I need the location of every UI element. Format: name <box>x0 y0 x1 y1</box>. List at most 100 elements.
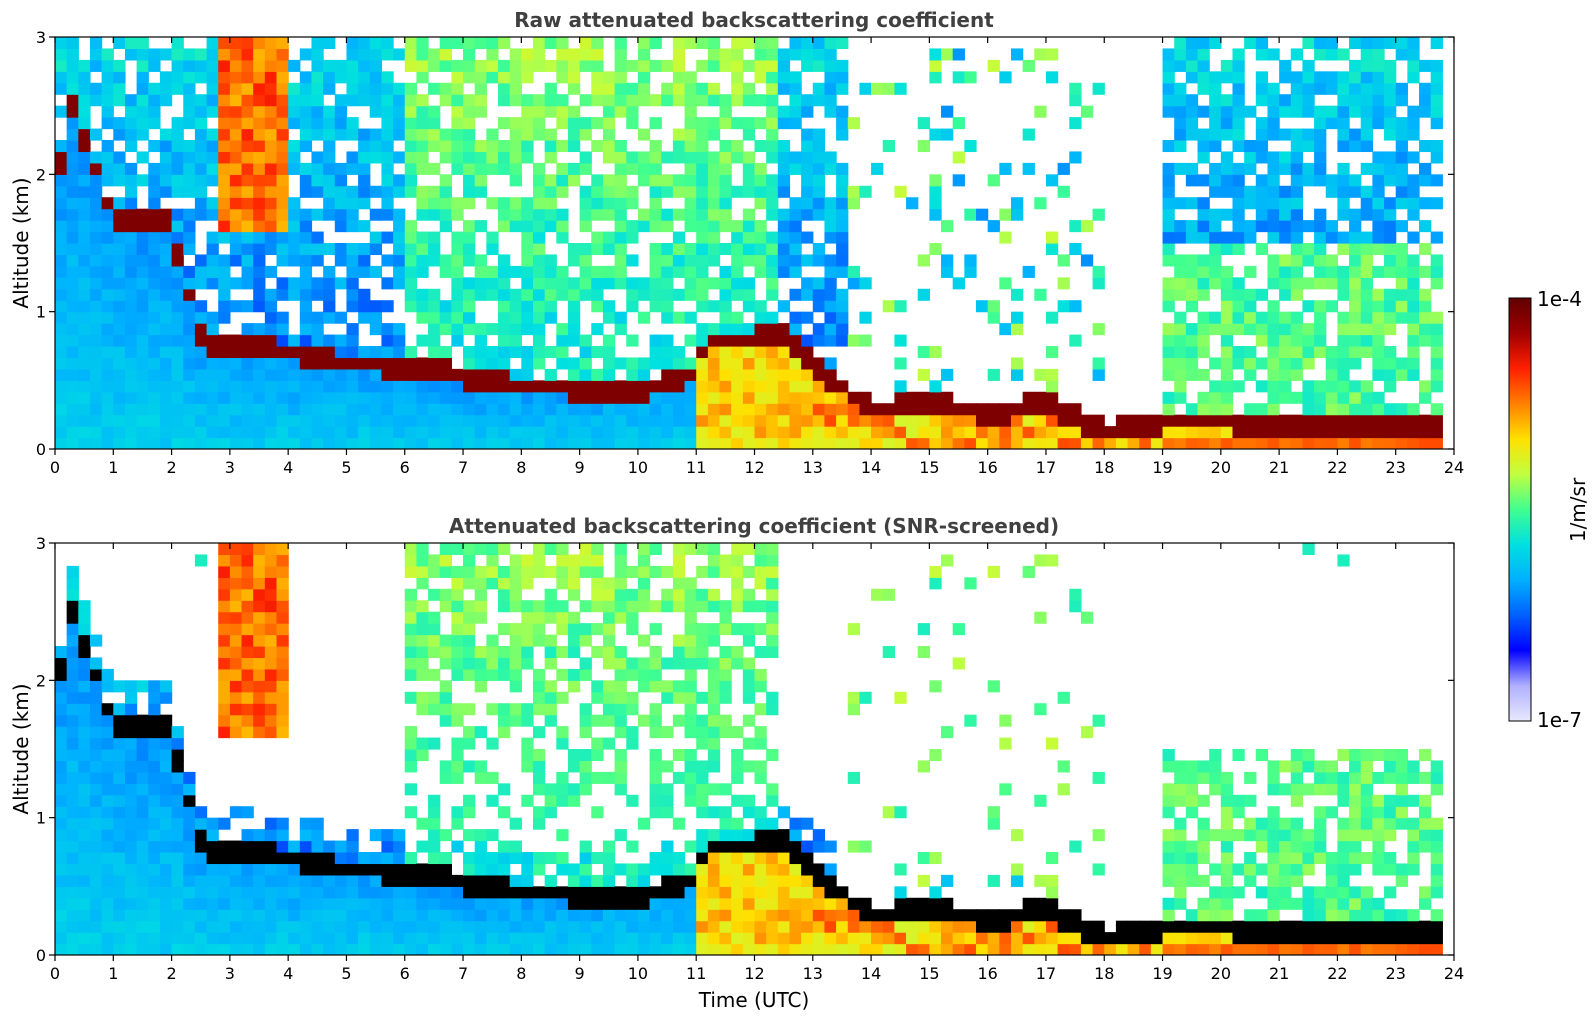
heatmap-cell <box>159 829 173 842</box>
heatmap-cell <box>439 714 452 727</box>
heatmap-cell <box>218 657 231 670</box>
heatmap-cell <box>124 909 138 922</box>
heatmap-cell <box>241 886 254 899</box>
heatmap-cell <box>1232 277 1245 290</box>
heatmap-cell <box>1174 346 1187 359</box>
heatmap-cell <box>1337 48 1350 61</box>
heatmap-cell <box>451 37 464 50</box>
heatmap-cell <box>917 414 930 427</box>
heatmap-cell <box>1430 852 1443 865</box>
heatmap-cell <box>183 323 196 336</box>
heatmap-cell <box>882 414 895 427</box>
heatmap-cell <box>428 554 441 567</box>
heatmap-cell <box>1302 346 1315 359</box>
heatmap-cell <box>498 897 511 910</box>
heatmap-cell <box>404 554 418 567</box>
heatmap-cell <box>124 277 138 290</box>
heatmap-cell <box>579 749 592 762</box>
heatmap-cell <box>1279 943 1292 955</box>
heatmap-cell <box>113 771 126 784</box>
heatmap-cell <box>882 920 895 933</box>
heatmap-cell <box>742 288 756 301</box>
heatmap-cell <box>183 243 196 256</box>
heatmap-cell <box>719 151 732 164</box>
heatmap-cell <box>941 220 954 233</box>
heatmap-cell <box>509 703 522 716</box>
heatmap-cell <box>439 932 452 945</box>
heatmap-cell <box>1267 817 1280 830</box>
heatmap-cell <box>101 311 114 324</box>
heatmap-cell <box>101 140 114 153</box>
heatmap-cell <box>637 59 651 72</box>
heatmap-cell <box>661 840 674 853</box>
heatmap-cell <box>1010 48 1024 61</box>
heatmap-cell <box>1220 943 1234 955</box>
heatmap-cell <box>264 368 278 381</box>
heatmap-cell <box>532 37 546 50</box>
heatmap-cell <box>1419 829 1432 842</box>
heatmap-cell <box>253 577 266 590</box>
heatmap-cell <box>532 920 546 933</box>
heatmap-cell <box>1045 737 1059 750</box>
heatmap-cell <box>521 243 534 256</box>
heatmap-cell <box>742 37 756 50</box>
heatmap-cell <box>1325 174 1339 187</box>
heatmap-cell <box>894 943 907 955</box>
heatmap-cell <box>637 874 651 887</box>
heatmap-cell <box>55 197 68 210</box>
heatmap-cell <box>66 646 79 659</box>
heatmap-cell <box>999 414 1012 427</box>
heatmap-cell <box>987 311 1000 324</box>
heatmap-cell <box>754 623 767 636</box>
heatmap-cell <box>1220 920 1234 933</box>
heatmap-cell <box>556 117 569 130</box>
heatmap-cell <box>89 829 103 842</box>
heatmap-cell <box>742 943 756 955</box>
heatmap-cell <box>1325 300 1339 313</box>
heatmap-cell <box>1279 231 1292 244</box>
heatmap-cell <box>1430 94 1443 107</box>
heatmap-cell <box>194 59 208 72</box>
heatmap-cell <box>754 311 767 324</box>
heatmap-cell <box>253 691 266 704</box>
heatmap-cell <box>358 151 371 164</box>
heatmap-cell <box>241 346 254 359</box>
heatmap-cell <box>637 897 651 910</box>
heatmap-cell <box>1279 128 1292 141</box>
heatmap-cell <box>602 185 616 198</box>
heatmap-cell <box>288 105 301 118</box>
heatmap-cell <box>113 840 126 853</box>
heatmap-cell <box>1349 71 1362 84</box>
heatmap-cell <box>1255 323 1269 336</box>
heatmap-cell <box>346 208 359 221</box>
heatmap-cell <box>731 368 744 381</box>
heatmap-cell <box>637 554 651 567</box>
heatmap-cell <box>253 197 266 210</box>
heatmap-cell <box>987 426 1000 439</box>
heatmap-cell <box>1430 414 1443 427</box>
heatmap-cell <box>731 37 744 50</box>
heatmap-cell <box>206 71 219 84</box>
heatmap-cell <box>1430 840 1443 853</box>
heatmap-cell <box>976 920 989 933</box>
heatmap-cell <box>567 897 581 910</box>
heatmap-cell <box>264 932 278 945</box>
heatmap-cell <box>358 243 371 256</box>
heatmap-cell <box>777 265 791 278</box>
heatmap-cell <box>521 737 534 750</box>
heatmap-cell <box>1349 897 1362 910</box>
heatmap-cell <box>1080 254 1094 267</box>
heatmap-cell <box>836 243 849 256</box>
heatmap-cell <box>451 840 464 853</box>
heatmap-cell <box>89 749 103 762</box>
heatmap-cell <box>626 334 639 347</box>
heatmap-cell <box>1244 288 1257 301</box>
heatmap-cell <box>661 588 674 601</box>
heatmap-cell <box>777 840 791 853</box>
heatmap-cell <box>393 414 406 427</box>
heatmap-cell <box>731 288 744 301</box>
heatmap-cell <box>1360 243 1373 256</box>
heatmap-cell <box>206 426 219 439</box>
heatmap-cell <box>1034 611 1047 624</box>
x-tick-label: 0 <box>50 964 60 983</box>
